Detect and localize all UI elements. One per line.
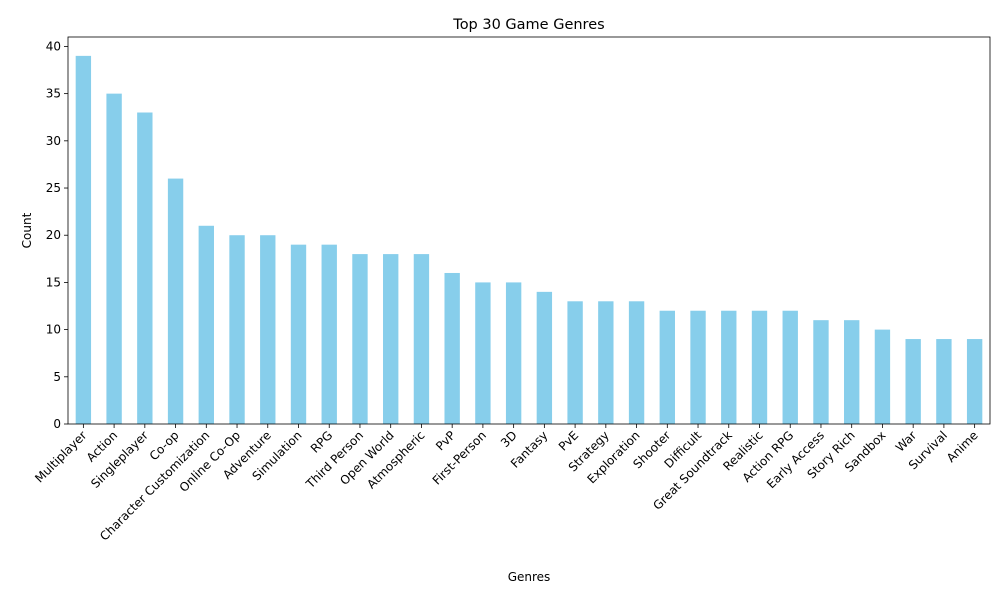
bar-simulation [290, 244, 307, 424]
bar-multiplayer [75, 55, 92, 424]
bar-anime [966, 339, 983, 424]
y-tick-label: 25 [46, 181, 61, 195]
bar-singleplayer [137, 112, 153, 424]
bar-third-person [352, 254, 368, 424]
bar-action-rpg [782, 310, 798, 424]
bar-pvp [444, 272, 460, 424]
x-tick-label: War [893, 428, 919, 454]
x-tick-label: PvE [556, 428, 581, 453]
y-tick-label: 20 [46, 228, 61, 242]
bar-adventure [260, 235, 276, 424]
bar-shooter [659, 310, 675, 424]
bar-first-person [475, 282, 491, 424]
x-tick-label: 3D [498, 428, 520, 450]
bar-action [106, 93, 122, 424]
bar-pve [567, 301, 583, 424]
y-tick-label: 0 [53, 417, 61, 431]
bar-exploration [628, 301, 645, 424]
bar-sandbox [874, 329, 891, 424]
bar-war [905, 339, 921, 424]
x-tick-label: Multiplayer [32, 428, 89, 485]
x-axis-title: Genres [508, 570, 551, 584]
y-tick-label: 30 [46, 134, 61, 148]
bar-co-op [167, 178, 184, 424]
bar-survival [936, 339, 952, 424]
bar-open-world [383, 254, 399, 424]
bar-early-access [813, 320, 829, 424]
y-tick-label: 5 [53, 370, 61, 384]
bar-fantasy [536, 291, 553, 424]
x-tick-label: PvP [433, 428, 458, 453]
bar-online-co-op [229, 235, 245, 424]
y-tick-label: 10 [46, 323, 61, 337]
x-tick-label: RPG [308, 428, 335, 455]
chart-title: Top 30 Game Genres [452, 17, 604, 33]
y-tick-label: 35 [46, 87, 61, 101]
bar-3d [505, 282, 522, 424]
bar-story-rich [844, 320, 860, 424]
bars-group [75, 55, 983, 424]
bar-rpg [321, 244, 337, 424]
plot-frame [67, 36, 991, 425]
y-axis-title: Count [20, 212, 34, 248]
bar-character-customization [198, 225, 214, 424]
x-tick-label: Anime [944, 428, 981, 465]
y-axis: 0 5 10 15 20 25 30 35 40 [46, 39, 68, 431]
y-tick-label: 15 [46, 275, 61, 289]
bar-atmospheric [413, 254, 430, 424]
bar-difficult [690, 310, 706, 424]
bar-strategy [598, 301, 614, 424]
x-axis: MultiplayerActionSingleplayerCo-opCharac… [32, 424, 981, 543]
y-tick-label: 40 [46, 39, 61, 53]
bar-great-soundtrack [721, 310, 737, 424]
bar-realistic [751, 310, 768, 424]
